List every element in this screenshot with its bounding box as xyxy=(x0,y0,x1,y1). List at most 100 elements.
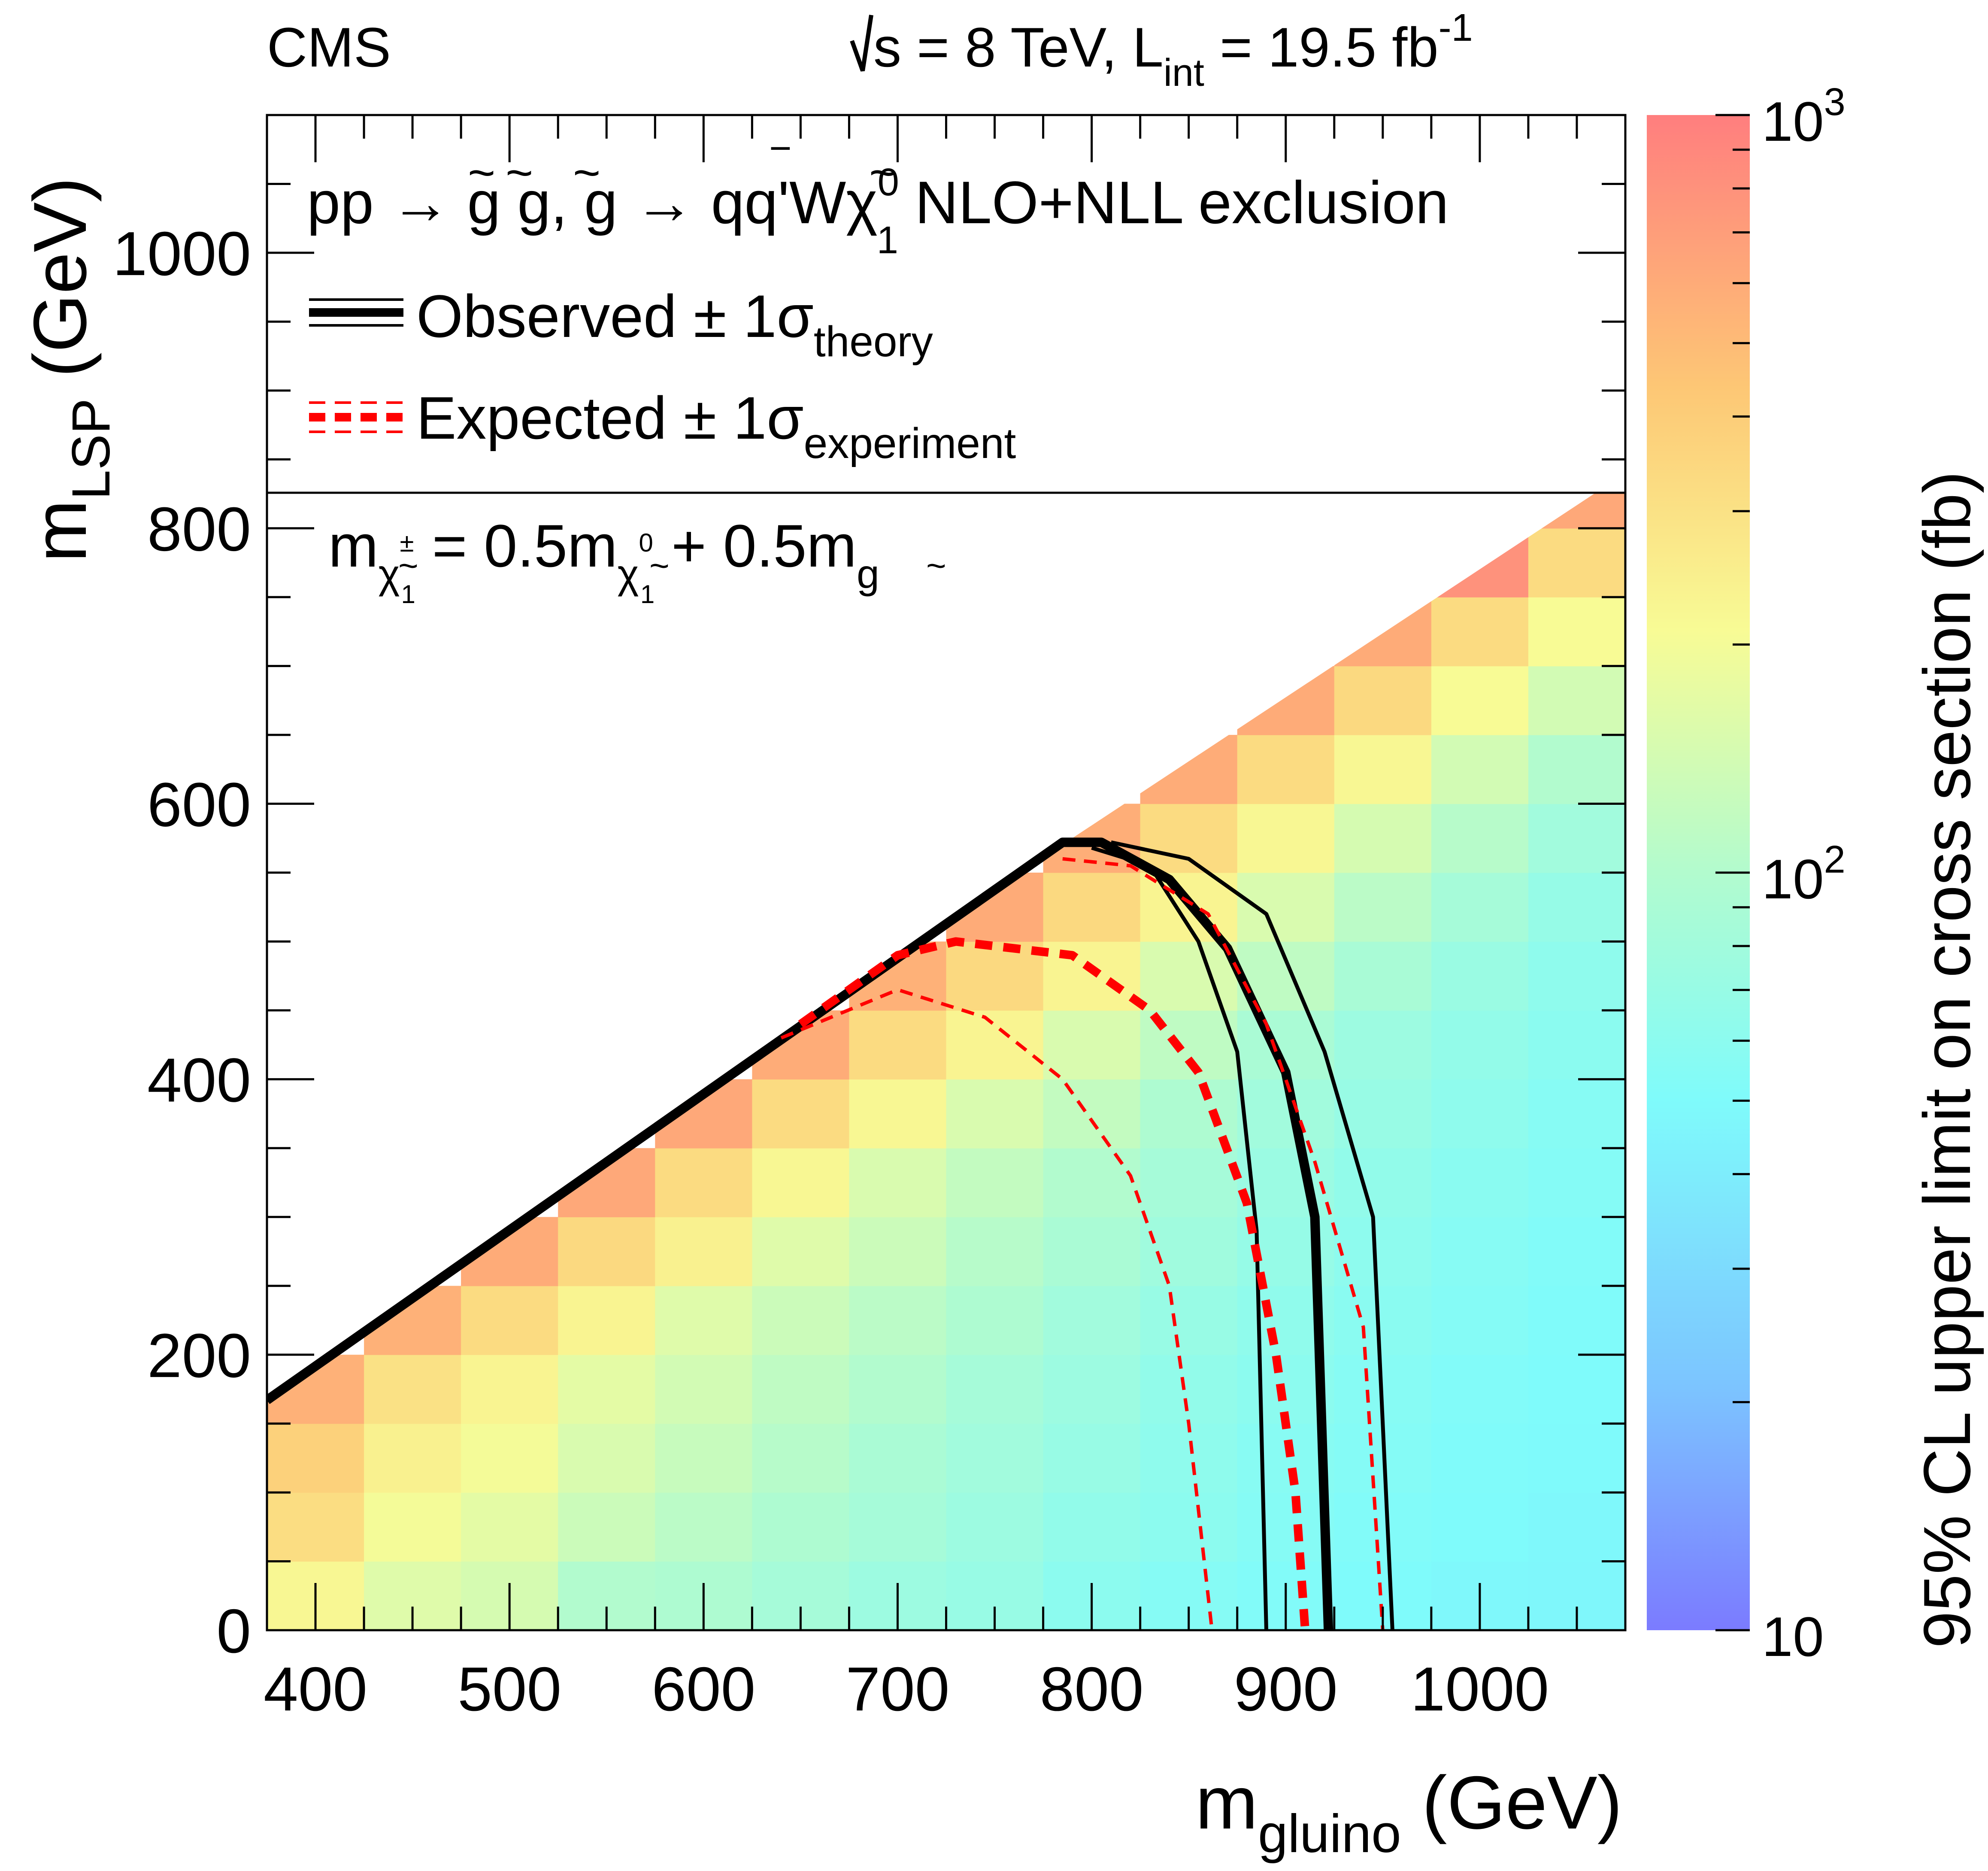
heatmap-cell xyxy=(558,1423,655,1493)
heatmap-cell xyxy=(849,1079,947,1149)
heatmap-cell xyxy=(849,1010,947,1080)
heatmap-cell xyxy=(946,941,1044,1011)
contour-observed-plus-1sigma xyxy=(1110,840,1394,1630)
y-axis-title: mLSP (GeV) xyxy=(18,177,121,562)
heatmap-cell xyxy=(752,1079,850,1149)
heatmap-cell xyxy=(1334,1148,1432,1217)
tilde-mark: ~ xyxy=(926,546,946,585)
heatmap-cell xyxy=(1043,1423,1141,1493)
y-tick-label: 600 xyxy=(147,770,251,840)
y-tick-label: 200 xyxy=(147,1321,251,1390)
heatmap-cell xyxy=(1140,1355,1238,1424)
heatmap-cell xyxy=(1140,1217,1238,1286)
mass-relation-annotation: mχ± 1 = 0.5mχ0 1 + 0.5mg ~ ~ ~ xyxy=(328,512,946,609)
heatmap-cell xyxy=(1334,735,1432,804)
heatmap-cell xyxy=(1431,1079,1529,1149)
bar-mark: ‾ xyxy=(771,142,790,195)
heatmap-cell xyxy=(849,1286,947,1355)
heatmap-cell xyxy=(1334,1492,1432,1562)
y-tick-label: 800 xyxy=(147,494,251,564)
heatmap-cell xyxy=(946,1148,1044,1217)
heatmap-cell xyxy=(1334,804,1432,873)
color-scale-tick-label: 10 xyxy=(1762,1605,1824,1668)
heatmap-cell xyxy=(1140,1423,1238,1493)
heatmap-cell xyxy=(1528,666,1625,735)
heatmap-cell xyxy=(752,1492,850,1562)
heatmap-cell xyxy=(1528,873,1625,942)
heatmap-cell xyxy=(558,1217,655,1286)
heatmap-cell xyxy=(1043,941,1141,1011)
heatmap-cell xyxy=(461,1492,558,1562)
heatmap-cell xyxy=(1528,804,1625,873)
x-tick-label: 1000 xyxy=(1411,1654,1549,1724)
heatmap-cell xyxy=(1528,1286,1625,1355)
heatmap-cell xyxy=(1431,804,1529,873)
heatmap-cell xyxy=(1043,1079,1141,1149)
heatmap-cell xyxy=(946,1286,1044,1355)
heatmap-cell xyxy=(1431,597,1529,667)
x-tick-label: 600 xyxy=(652,1654,755,1724)
heatmap-cell xyxy=(461,1286,558,1355)
heatmap-cell xyxy=(1140,941,1238,1011)
contour-expected xyxy=(798,937,1309,1630)
sqrt-sign xyxy=(850,15,873,72)
heatmap-cell xyxy=(1528,941,1625,1011)
heatmap-cell xyxy=(946,1217,1044,1286)
heatmap-cell xyxy=(1431,941,1529,1011)
heatmap-cell xyxy=(655,1148,752,1217)
heatmap-cell xyxy=(267,1423,364,1493)
heatmap-cell xyxy=(946,1355,1044,1424)
heatmap-cell xyxy=(1334,1010,1432,1080)
heatmap-cell xyxy=(1237,804,1335,873)
heatmap-cell xyxy=(1043,873,1141,942)
svg-text:s = 8 TeV, Lint = 19.5 fb-1: s = 8 TeV, Lint = 19.5 fb-1 xyxy=(873,6,1473,94)
heatmap-cell xyxy=(1528,1492,1625,1562)
heatmap-cell xyxy=(1140,804,1238,873)
x-tick-label: 800 xyxy=(1040,1654,1144,1724)
legend-process: pp → g g, g → qq'Wχ0 1 NLO+NLL exclusion xyxy=(307,161,1449,262)
heatmap-cell xyxy=(1043,1492,1141,1562)
heatmap-cell xyxy=(1431,1148,1529,1217)
heatmap-cell xyxy=(1431,1492,1529,1562)
heatmap-cell xyxy=(1528,528,1625,597)
heatmap-cell xyxy=(946,1010,1044,1080)
heatmap-cell xyxy=(655,1423,752,1493)
heatmap-cell xyxy=(1431,873,1529,942)
x-tick-label: 400 xyxy=(264,1654,367,1724)
heatmap-cell xyxy=(1043,1355,1141,1424)
x-axis-title: mgluino (GeV) xyxy=(1195,1761,1622,1864)
y-axis: 0 200 400 600 800 1000 xyxy=(112,114,1625,1666)
tilde-mark: ~ xyxy=(468,146,495,199)
heatmap-cell xyxy=(849,1148,947,1217)
heatmap-cell xyxy=(655,1355,752,1424)
heatmap-cell xyxy=(946,1423,1044,1493)
heatmap-cell xyxy=(1528,1010,1625,1080)
heatmap-cell xyxy=(752,1217,850,1286)
heatmap-cell xyxy=(1431,1423,1529,1493)
experiment-label: CMS xyxy=(267,16,391,79)
tilde-mark: ~ xyxy=(398,546,418,585)
x-axis: 400 500 600 700 800 900 1000 xyxy=(264,115,1578,1724)
heatmap-cell xyxy=(1140,1286,1238,1355)
heatmap-cell xyxy=(1237,1492,1335,1562)
heatmap-cell xyxy=(1431,1010,1529,1080)
heatmap-cell xyxy=(655,1217,752,1286)
heatmap-cell xyxy=(946,1079,1044,1149)
heatmap-cell xyxy=(558,1492,655,1562)
x-tick-label: 700 xyxy=(846,1654,949,1724)
heatmap-cell xyxy=(1334,1217,1432,1286)
heatmap-cell xyxy=(1528,1217,1625,1286)
heatmap-cell xyxy=(849,1355,947,1424)
heatmap-cell xyxy=(752,1148,850,1217)
heatmap-cell xyxy=(461,1423,558,1493)
energy-lumi-label: s = 8 TeV, Lint = 19.5 fb-1 xyxy=(850,6,1473,94)
legend-observed-label: Observed ± 1σtheory xyxy=(416,282,933,366)
heatmap-cell xyxy=(1043,1010,1141,1080)
y-tick-label: 1000 xyxy=(112,219,251,288)
heatmap-cell xyxy=(655,1286,752,1355)
heatmap-cell xyxy=(1237,735,1335,804)
contour-expected-plus-1sigma xyxy=(1062,857,1385,1630)
heatmap-cell xyxy=(1528,597,1625,667)
heatmap-cell xyxy=(1528,1148,1625,1217)
